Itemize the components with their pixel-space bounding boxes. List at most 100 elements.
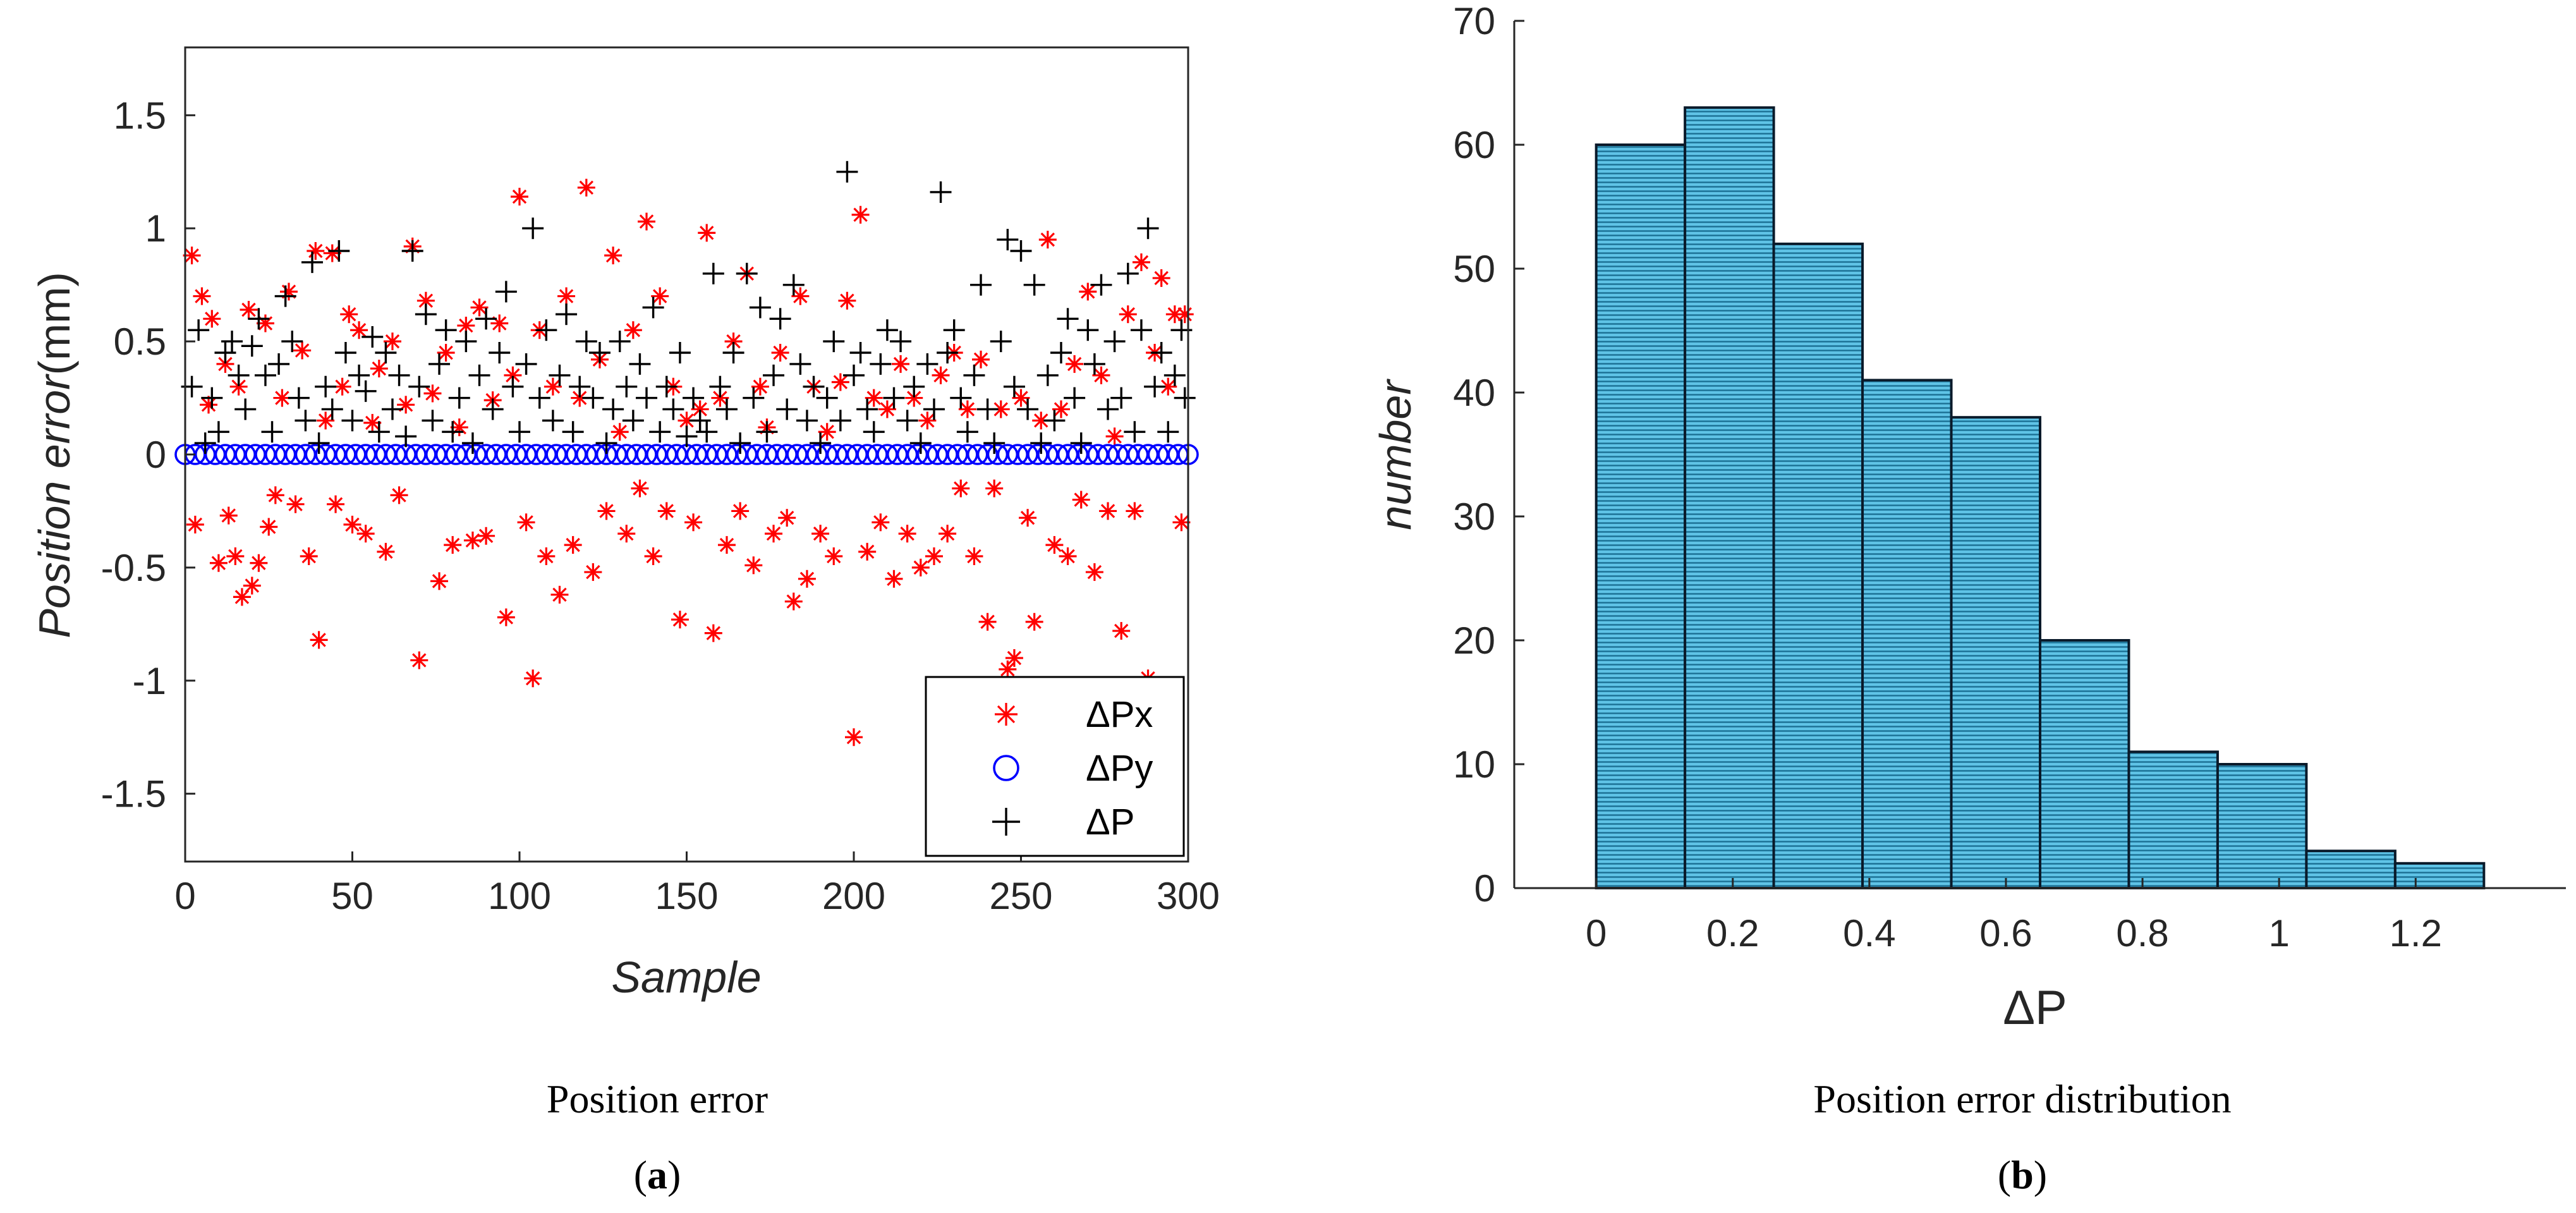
- point-dpx-stroke: [385, 334, 400, 349]
- point-dp: [395, 425, 417, 448]
- point-dp: [461, 432, 483, 454]
- panel-label-a: (a): [634, 1152, 681, 1197]
- point-dpx-stroke: [519, 515, 533, 530]
- point-dpx-stroke: [766, 527, 781, 541]
- point-dpx: [240, 301, 258, 319]
- point-dpx: [293, 341, 312, 360]
- y-tick-label-a-0-5: -0.5: [101, 547, 166, 589]
- point-dp: [1057, 308, 1079, 330]
- point-dpx-stroke: [793, 289, 808, 303]
- point-dpx-stroke: [506, 368, 520, 382]
- point-dpx: [423, 384, 442, 403]
- point-dpx: [771, 344, 789, 362]
- point-dp: [782, 274, 805, 296]
- point-dpx: [430, 572, 449, 590]
- point-dpx: [1132, 253, 1150, 271]
- legend-marker-dp: [992, 808, 1020, 836]
- point-dp: [535, 319, 557, 341]
- point-dp: [776, 398, 798, 420]
- point-dpx-stroke: [412, 653, 427, 667]
- point-dpx-stroke: [599, 504, 614, 518]
- point-dpx-stroke: [626, 323, 641, 338]
- point-dp: [983, 432, 1005, 454]
- point-dpx-stroke: [1081, 284, 1095, 299]
- point-dpx-stroke: [920, 413, 935, 428]
- legend-marker-dp-glyph: [992, 808, 1020, 836]
- y-axis-title-b: number: [1371, 379, 1420, 530]
- point-dpx-stroke: [773, 345, 787, 360]
- point-dpx: [497, 608, 515, 626]
- point-dpx: [911, 558, 930, 576]
- point-dp: [355, 380, 377, 402]
- point-dpx: [537, 547, 556, 565]
- point-dp: [756, 421, 778, 443]
- point-dpx: [1052, 400, 1070, 418]
- point-dpx-stroke: [713, 391, 727, 405]
- point-dpx-stroke: [873, 515, 888, 530]
- point-dpx-stroke: [301, 549, 316, 564]
- point-dpx: [731, 502, 750, 520]
- point-dpx: [323, 244, 341, 262]
- point-dpx: [624, 321, 642, 339]
- point-dpx: [363, 413, 382, 432]
- point-dpx-stroke: [893, 357, 908, 372]
- y-tick-label-a-1: -1: [133, 660, 166, 702]
- point-dpx: [490, 314, 509, 332]
- legend-marker-dpy-glyph: [993, 755, 1019, 781]
- point-dpx: [377, 542, 395, 561]
- point-dp: [890, 331, 912, 353]
- legend-marker-dpx: [995, 703, 1018, 726]
- point-dpx-stroke: [295, 343, 310, 358]
- point-dp: [281, 331, 303, 353]
- point-dp: [442, 421, 464, 443]
- point-dp: [502, 375, 524, 398]
- point-dpx-stroke: [779, 510, 794, 525]
- point-dpx: [273, 389, 291, 407]
- histogram-bar-8: [2216, 763, 2308, 889]
- point-dpx-stroke: [954, 481, 968, 496]
- point-dp: [381, 398, 403, 420]
- point-dp: [188, 319, 210, 341]
- point-dpx: [577, 178, 595, 197]
- point-dpx: [597, 502, 616, 520]
- point-dpx: [307, 242, 325, 260]
- point-dp: [816, 387, 838, 409]
- point-dpx: [266, 486, 284, 504]
- y-tick-label-b-60: 60: [1453, 124, 1495, 166]
- point-dpx-stroke: [258, 316, 273, 331]
- point-dpx-stroke: [853, 207, 868, 222]
- point-dpx: [611, 423, 629, 441]
- point-dpx-stroke: [211, 556, 226, 570]
- point-dpx: [260, 518, 278, 536]
- point-dp: [956, 421, 978, 443]
- point-dpx: [1079, 283, 1097, 301]
- point-dpx-stroke: [252, 556, 266, 570]
- point-dpx-stroke: [1007, 650, 1022, 666]
- point-dp: [903, 375, 925, 398]
- point-dp: [308, 432, 330, 454]
- point-dpx-stroke: [1014, 391, 1028, 405]
- y-tick-label-a-1: 1: [145, 207, 166, 250]
- point-dp: [1103, 331, 1126, 353]
- point-dpx-stroke: [345, 517, 360, 532]
- point-dpx: [1119, 305, 1137, 324]
- point-dpx-stroke: [1027, 614, 1042, 629]
- point-dpx: [604, 247, 623, 265]
- point-dp: [649, 421, 671, 443]
- point-dpx-stroke: [646, 549, 660, 564]
- point-dpx-stroke: [940, 527, 955, 541]
- point-dpx-stroke: [573, 391, 587, 405]
- point-dpx-stroke: [228, 549, 243, 564]
- point-dpx-stroke: [241, 302, 256, 317]
- legend-label-dpy: ΔPy: [1086, 748, 1153, 789]
- point-dpx-stroke: [231, 379, 246, 394]
- x-axis-ticks-a: 0 50 100 150 200 250 300: [174, 851, 1220, 917]
- point-dpx: [226, 547, 245, 565]
- y-tick-label-b-20: 20: [1453, 619, 1495, 662]
- point-dpx: [1072, 491, 1090, 509]
- point-dp: [214, 342, 236, 363]
- point-dp: [950, 387, 972, 409]
- point-dpx: [343, 515, 361, 533]
- point-dp: [201, 387, 223, 409]
